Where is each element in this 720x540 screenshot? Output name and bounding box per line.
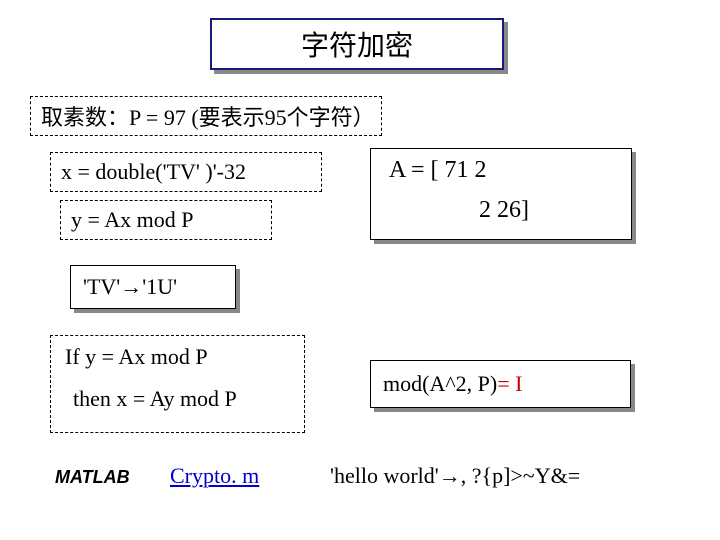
eq-y-text: y = Ax mod P	[71, 207, 193, 233]
matrix-box: A = [ 71 2 2 26]	[370, 148, 632, 240]
eq-x-box: x = double('TV' )'-32	[50, 152, 322, 192]
mod-expr: mod(A^2, P)	[383, 371, 497, 397]
crypto-link[interactable]: Crypto. m	[170, 463, 259, 489]
eq-y-box: y = Ax mod P	[60, 200, 272, 240]
prime-box: 取素数：P = 97 (要表示95个字符）	[30, 96, 382, 136]
mod-box: mod(A^2, P) = I	[370, 360, 631, 408]
then-line: then x = Ay mod P	[73, 386, 290, 412]
matrix-row1: A = [ 71 2	[389, 157, 487, 184]
eq-x-text: x = double('TV' )'-32	[61, 159, 246, 185]
matrix-row2: 2 26]	[479, 197, 529, 224]
mapping-text: 'TV'→'1U'	[83, 274, 177, 300]
title-box: 字符加密	[210, 18, 504, 70]
hello-output: 'hello world'→, ?{p]>~Y&=	[330, 463, 580, 489]
title-text: 字符加密	[301, 24, 413, 64]
matlab-label: MATLAB	[55, 467, 130, 488]
mapping-box: 'TV'→'1U'	[70, 265, 236, 309]
mod-result: = I	[497, 371, 522, 397]
if-then-box: If y = Ax mod P then x = Ay mod P	[50, 335, 305, 433]
if-line: If y = Ax mod P	[65, 344, 290, 370]
prime-text: 取素数：P = 97 (要表示95个字符）	[41, 100, 371, 132]
